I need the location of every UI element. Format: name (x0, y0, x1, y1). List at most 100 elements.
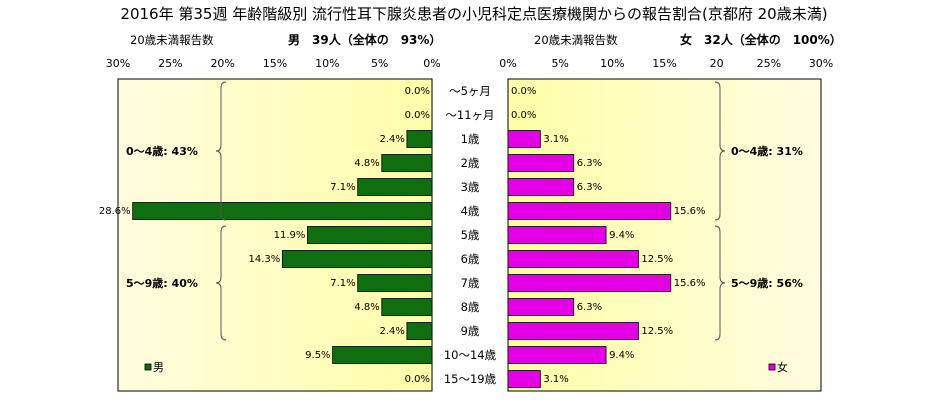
category-label: 7歳 (461, 276, 480, 290)
right-tick-label: 25% (757, 57, 781, 70)
female-bar (507, 130, 541, 148)
male-bar (332, 346, 433, 364)
male-value-label: 7.1% (330, 182, 355, 193)
left-tick-label: 0% (423, 57, 440, 70)
female-bar (507, 322, 639, 340)
left-tick-label: 30% (106, 57, 130, 70)
right-axis-ticks: 0% 5% 10% 15% 20 25% 30% (499, 57, 833, 70)
female-bar (507, 346, 607, 364)
female-value-label: 12.5% (641, 254, 673, 265)
female-bar (507, 370, 541, 388)
female-value-label: 15.6% (674, 278, 706, 289)
right-tick-label: 30% (809, 57, 833, 70)
right-tick-label: 5% (551, 57, 568, 70)
male-bar (381, 154, 433, 172)
category-label: 2歳 (461, 156, 480, 170)
male-value-label: 14.3% (249, 254, 281, 265)
female-value-label: 9.4% (609, 230, 634, 241)
category-label: 6歳 (461, 252, 480, 266)
female-value-label: 9.4% (609, 350, 634, 361)
male-bar (406, 130, 433, 148)
category-label: 9歳 (461, 324, 480, 338)
male-value-label: 0.0% (405, 110, 430, 121)
female-value-label: 6.3% (577, 158, 602, 169)
female-bar (507, 202, 672, 220)
female-bar (507, 154, 575, 172)
legend-female-label: 女 (777, 360, 788, 374)
chart-title: 2016年 第35週 年齢階級別 流行性耳下腺炎患者の小児科定点医療機関からの報… (120, 5, 827, 23)
left-group-brace (215, 225, 227, 341)
male-value-label: 11.9% (274, 230, 306, 241)
male-value-label: 7.1% (330, 278, 355, 289)
category-label: ～5ヶ月 (449, 84, 491, 98)
left-group-label: 0～4歳: 43% (126, 144, 198, 158)
female-value-label: 6.3% (577, 302, 602, 313)
category-label: 3歳 (461, 180, 480, 194)
legend-female: 女 (768, 360, 788, 374)
female-value-label: 3.1% (543, 134, 568, 145)
female-bar (507, 250, 639, 268)
left-axis-ticks: 30% 25% 20% 15% 10% 5% 0% (106, 57, 441, 70)
female-value-label: 0.0% (511, 110, 536, 121)
male-value-label: 4.8% (354, 158, 379, 169)
right-subtitle-label: 20歳未満報告数 (534, 33, 618, 47)
right-subtitle-value: 女 32人（全体の 100%） (680, 32, 842, 47)
male-bar (357, 274, 433, 292)
category-labels: ～5ヶ月 ～11ヶ月 1歳 2歳 3歳 4歳 5歳 6歳 7歳 8歳 9歳 10～14歳 15～19歳 (444, 84, 497, 386)
male-bar (307, 226, 433, 244)
left-subtitle-label: 20歳未満報告数 (130, 33, 214, 47)
left-group-label: 5～9歳: 40% (126, 276, 198, 290)
female-value-label: 12.5% (641, 326, 673, 337)
male-value-label: 0.0% (405, 374, 430, 385)
male-value-label: 2.4% (379, 134, 404, 145)
legend-male-label: 男 (153, 361, 164, 374)
female-value-label: 6.3% (577, 182, 602, 193)
right-tick-label: 20 (710, 57, 724, 70)
male-value-label: 9.5% (305, 350, 330, 361)
left-tick-label: 20% (210, 57, 234, 70)
right-tick-label: 10% (600, 57, 624, 70)
right-tick-label: 15% (652, 57, 676, 70)
category-label: ～11ヶ月 (445, 108, 494, 122)
category-label: 1歳 (461, 132, 480, 146)
female-bar (507, 274, 672, 292)
male-bar (132, 202, 433, 220)
right-group-brace (714, 81, 726, 221)
legend-male: 男 (144, 361, 164, 374)
male-bar (357, 178, 433, 196)
male-bar (281, 250, 433, 268)
male-bar (381, 298, 433, 316)
left-subtitle-value: 男 39人（全体の 93%） (288, 32, 441, 47)
category-label: 10～14歳 (444, 348, 497, 362)
right-group-brace (714, 225, 726, 341)
female-bar (507, 298, 575, 316)
left-tick-label: 15% (263, 57, 287, 70)
right-group-label: 0～4歳: 31% (731, 144, 803, 158)
category-label: 4歳 (461, 204, 480, 218)
bars (132, 130, 672, 388)
male-value-label: 4.8% (354, 302, 379, 313)
male-bar (406, 322, 433, 340)
legend-female-swatch (768, 363, 776, 371)
left-tick-label: 5% (371, 57, 388, 70)
female-bar (507, 178, 575, 196)
male-value-label: 0.0% (405, 86, 430, 97)
right-group-label: 5～9歳: 56% (731, 276, 803, 290)
female-value-label: 3.1% (543, 374, 568, 385)
male-value-label: 2.4% (379, 326, 404, 337)
left-group-brace (215, 81, 227, 221)
left-tick-label: 25% (158, 57, 182, 70)
category-label: 5歳 (461, 228, 480, 242)
left-tick-label: 10% (315, 57, 339, 70)
legend-male-swatch (144, 363, 152, 371)
female-value-label: 15.6% (674, 206, 706, 217)
category-label: 15～19歳 (444, 372, 497, 386)
category-label: 8歳 (461, 300, 480, 314)
value-labels: 0.0% 0.0% 0.0% 0.0% 2.4% 3.1% 4.8% 6.3% 7.1% 6.3%… (99, 86, 706, 385)
age-group-annotations: 0～4歳: 43% 5～9歳: 40% 0～4歳: 31% 5～9歳: 56% (126, 81, 803, 341)
female-value-label: 0.0% (511, 86, 536, 97)
right-tick-label: 0% (499, 57, 516, 70)
male-value-label: 28.6% (99, 206, 131, 217)
female-bar (507, 226, 607, 244)
